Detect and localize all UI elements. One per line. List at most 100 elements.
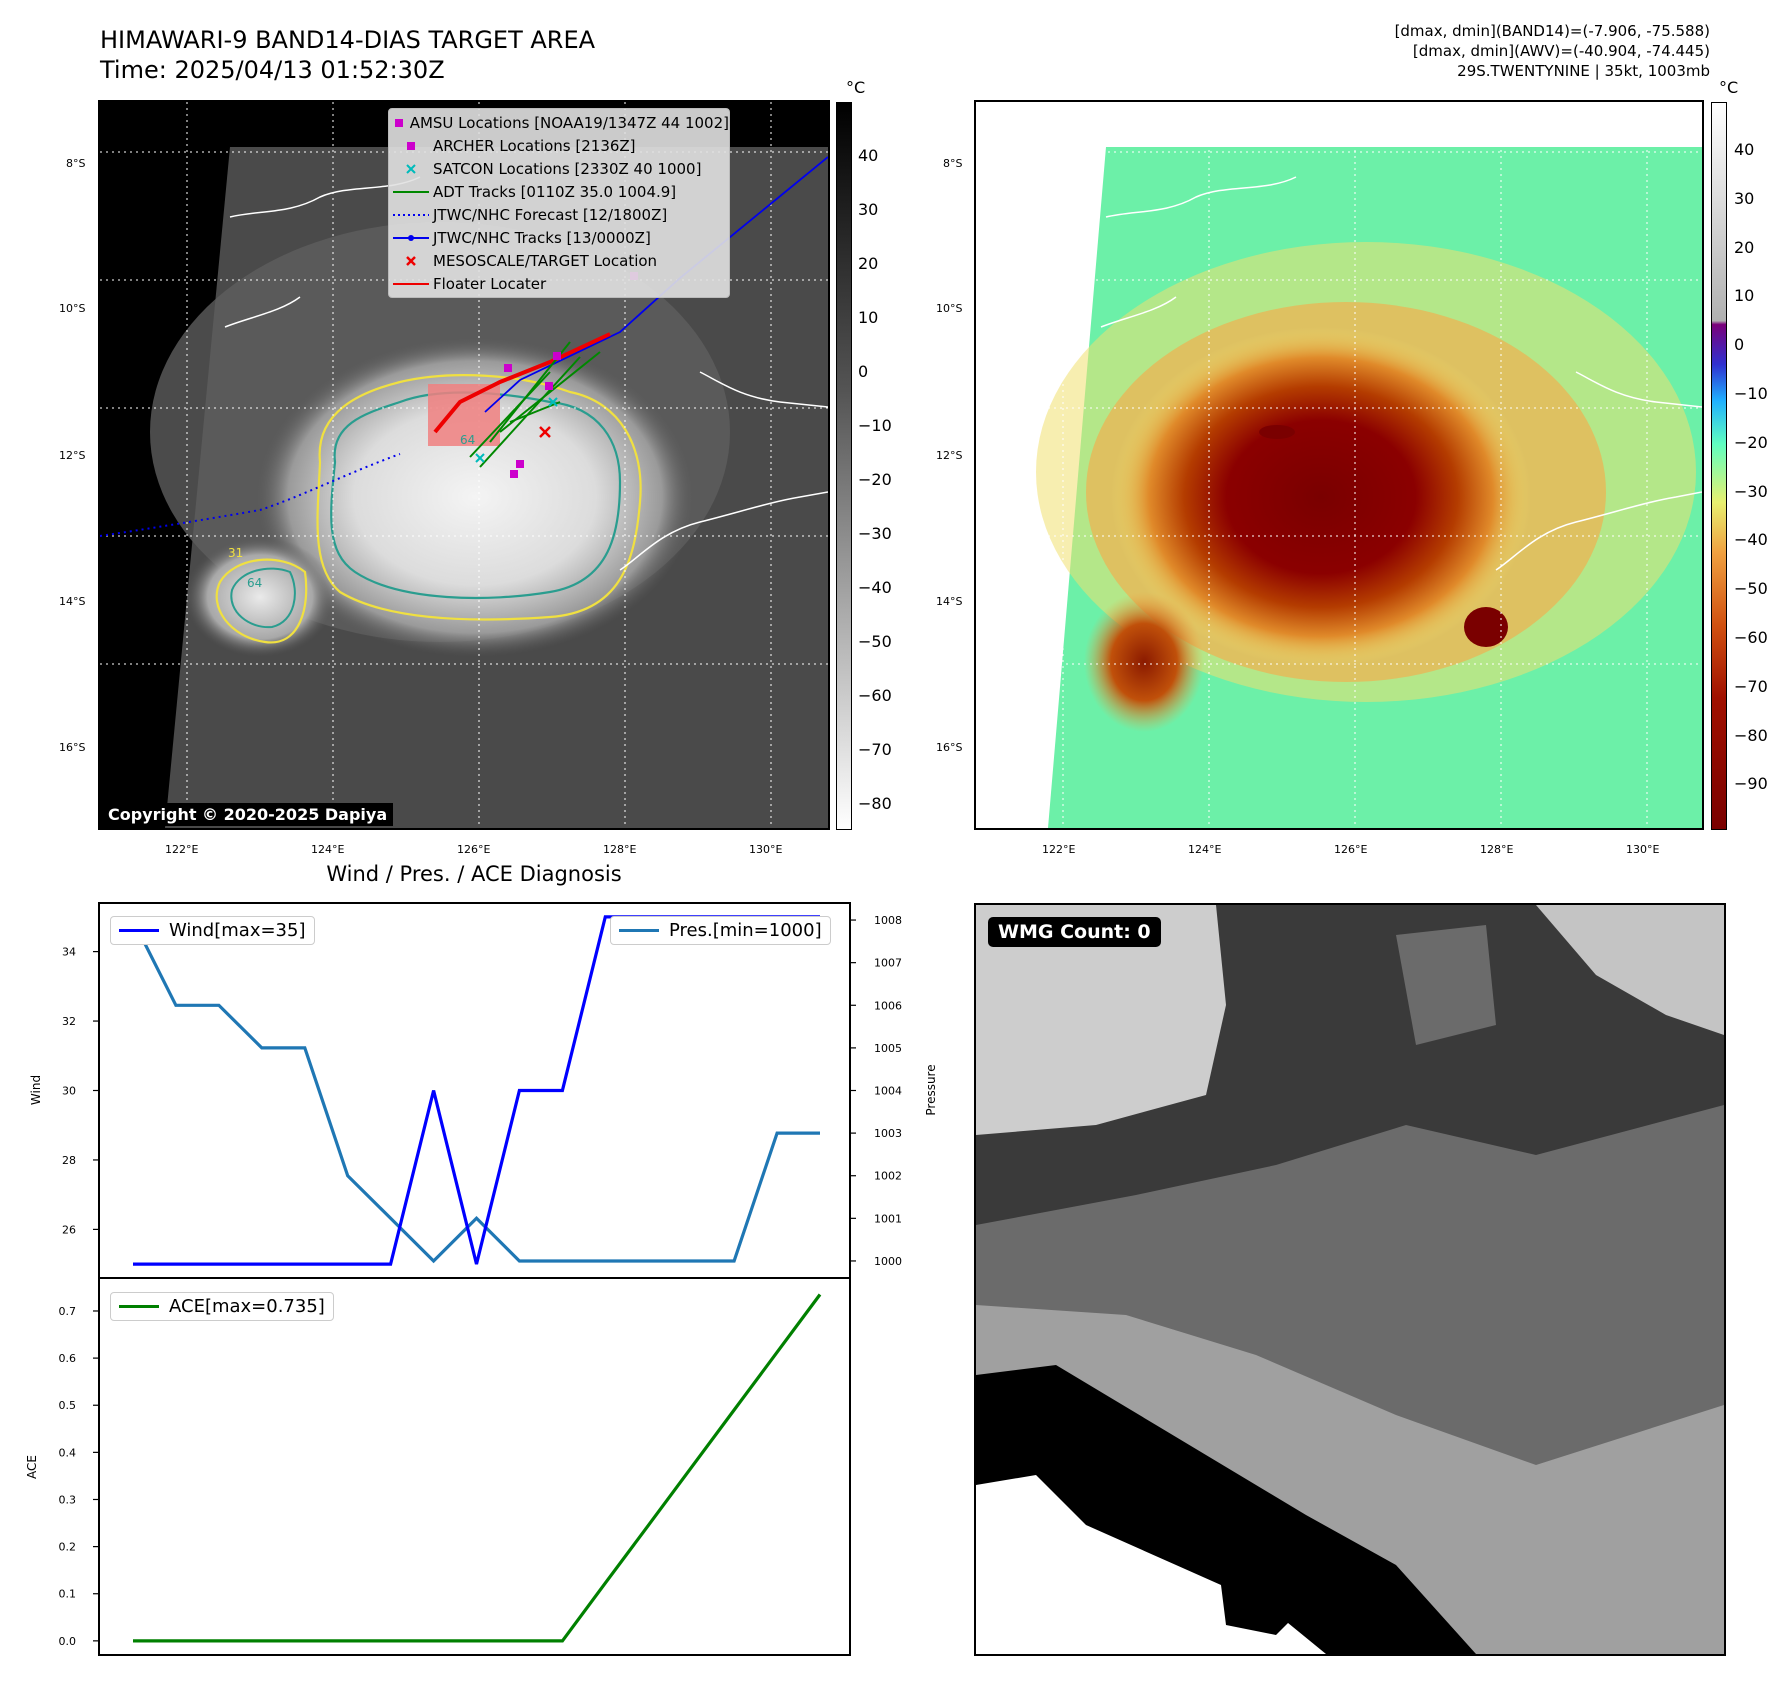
ace-panel bbox=[98, 1277, 851, 1656]
chart-title-line1: HIMAWARI-9 BAND14-DIAS TARGET AREA bbox=[100, 26, 596, 54]
lat-tick: 16°S bbox=[59, 741, 86, 754]
legend-item-target: MESOSCALE/TARGET Location bbox=[389, 249, 729, 272]
pressure-axis-tick-label: 1006 bbox=[874, 999, 902, 1012]
ace-axis-tick-label: 0.7 bbox=[59, 1305, 77, 1318]
colorbar-awv-tick: 10 bbox=[1734, 286, 1755, 306]
ace-axis-label: ACE bbox=[25, 1455, 39, 1479]
colorbar-band14-tick: −30 bbox=[858, 524, 892, 543]
ace-axis-tick-label: 0.4 bbox=[59, 1446, 77, 1459]
wind-axis-tick-label: 26 bbox=[62, 1223, 76, 1236]
band14-map-svg: 64 64 31 bbox=[100, 102, 828, 828]
wind-legend: Wind[max=35] bbox=[110, 916, 315, 945]
cold-cloud-west bbox=[1084, 592, 1204, 732]
wmg-panel: WMG Count: 0 bbox=[974, 903, 1726, 1656]
colorbar-awv-tick: 20 bbox=[1734, 237, 1755, 257]
ace-axis-tick-label: 0.1 bbox=[59, 1588, 77, 1601]
awv-map-svg bbox=[976, 102, 1702, 828]
colorbar-awv-tick: −80 bbox=[1734, 725, 1768, 745]
cold-cloud-east bbox=[1464, 607, 1508, 647]
pressure-legend-swatch bbox=[619, 929, 659, 932]
wind-legend-label: Wind[max=35] bbox=[169, 920, 306, 941]
pressure-axis-tick-label: 1000 bbox=[874, 1255, 902, 1268]
colorbar-awv-tick: −40 bbox=[1734, 530, 1768, 550]
colorbar-unit-right: °C bbox=[1719, 78, 1739, 97]
ace-legend: ACE[max=0.735] bbox=[110, 1292, 334, 1321]
lat-tick: 12°S bbox=[936, 449, 963, 462]
info-line3: 29S.TWENTYNINE | 35kt, 1003mb bbox=[1457, 62, 1710, 80]
pressure-axis-tick-label: 1001 bbox=[874, 1212, 902, 1225]
colorbar-awv-tick: −30 bbox=[1734, 481, 1768, 501]
diagnosis-chart-svg: 26 28 30 32 34 1000 1001 1002 1003 1004 1005 1006 10… bbox=[25, 902, 938, 1656]
lon-tick: 128°E bbox=[1480, 843, 1514, 856]
lat-tick: 14°S bbox=[936, 595, 963, 608]
ace-axis-tick-label: 0.5 bbox=[59, 1399, 77, 1412]
wind-legend-swatch bbox=[119, 929, 159, 932]
colorbar-band14-tick: 30 bbox=[858, 200, 879, 219]
legend-item-jtwc-tracks: JTWC/NHC Tracks [13/0000Z] bbox=[389, 226, 729, 249]
ace-legend-swatch bbox=[119, 1305, 159, 1308]
colorbar-band14-tick: −40 bbox=[858, 578, 892, 597]
pressure-axis-tick-label: 1005 bbox=[874, 1042, 902, 1055]
ace-series-line bbox=[133, 1293, 822, 1643]
band14-map-panel: 64 64 31 AMSU Locations [NOAA19/1347Z 44… bbox=[98, 100, 830, 830]
pressure-axis-tick-label: 1007 bbox=[874, 957, 902, 970]
ace-axis-tick-label: 0.2 bbox=[59, 1541, 77, 1554]
pressure-series-line bbox=[131, 919, 820, 1264]
colorbar-awv-tick: 0 bbox=[1734, 335, 1745, 355]
colorbar-band14-tick: −50 bbox=[858, 632, 892, 651]
wind-axis-tick-label: 34 bbox=[62, 946, 76, 959]
contour-label-1: 64 bbox=[460, 433, 475, 447]
satcon-markers bbox=[475, 397, 558, 463]
info-line2: [dmax, dmin](AWV)=(-40.904, -74.445) bbox=[1412, 42, 1710, 60]
colorbar-awv-tick: −50 bbox=[1734, 579, 1768, 599]
colorbar-unit-left: °C bbox=[846, 78, 866, 97]
legend-item-floater: Floater Locater bbox=[393, 274, 547, 293]
contour-label-2: 64 bbox=[247, 576, 262, 590]
diagnosis-title: Wind / Pres. / ACE Diagnosis bbox=[326, 862, 622, 886]
legend-item-adt: ADT Tracks [0110Z 35.0 1004.9] bbox=[393, 182, 677, 201]
pressure-axis-tick-label: 1008 bbox=[874, 914, 902, 927]
lon-tick: 126°E bbox=[1334, 843, 1368, 856]
colorbar-awv-tick: −70 bbox=[1734, 676, 1768, 696]
ace-legend-label: ACE[max=0.735] bbox=[169, 1296, 325, 1317]
lon-tick: 124°E bbox=[311, 843, 345, 856]
colorbar-band14-tick: 0 bbox=[858, 362, 869, 381]
lat-tick: 12°S bbox=[59, 449, 86, 462]
info-line1: [dmax, dmin](BAND14)=(-7.906, -75.588) bbox=[1394, 22, 1710, 40]
legend-item-amsu: AMSU Locations [NOAA19/1347Z 44 1002] bbox=[389, 111, 729, 134]
colorbar-band14-tick: −20 bbox=[858, 470, 892, 489]
pressure-legend: Pres.[min=1000] bbox=[610, 916, 831, 945]
lon-tick: 126°E bbox=[457, 843, 491, 856]
colorbar-band14-tick: −60 bbox=[858, 686, 892, 705]
colorbar-awv-tick: −10 bbox=[1734, 384, 1768, 403]
target-area-box bbox=[428, 384, 500, 446]
coastline-australia bbox=[619, 491, 828, 571]
wmg-image-svg bbox=[976, 905, 1724, 1654]
contour-label-3: 31 bbox=[228, 546, 243, 560]
floater-track-line bbox=[433, 332, 611, 434]
pressure-axis-tick-label: 1003 bbox=[874, 1127, 902, 1140]
colorbar-awv bbox=[1711, 102, 1727, 830]
colorbar-awv-tick: −90 bbox=[1734, 774, 1768, 794]
wmg-cold-top-left bbox=[976, 905, 1226, 1135]
wmg-cold-top-right bbox=[1536, 905, 1724, 1035]
ace-axis-tick-label: 0.6 bbox=[59, 1352, 77, 1365]
wind-axis-label: Wind bbox=[29, 1075, 43, 1105]
lat-tick: 16°S bbox=[936, 741, 963, 754]
lat-tick: 8°S bbox=[66, 157, 86, 170]
lon-tick: 128°E bbox=[603, 843, 637, 856]
lon-tick: 122°E bbox=[165, 843, 199, 856]
colorbar-band14-tick: −80 bbox=[858, 794, 892, 813]
contour-cyan bbox=[330, 391, 622, 600]
pressure-axis-tick-label: 1002 bbox=[874, 1170, 902, 1183]
colorbar-band14-tick: 40 bbox=[858, 146, 879, 165]
wind-axis-tick-label: 32 bbox=[62, 1015, 76, 1028]
colorbar-band14-tick: −10 bbox=[858, 416, 892, 435]
lat-tick: 10°S bbox=[59, 302, 86, 315]
ace-axis-tick-label: 0.3 bbox=[59, 1493, 77, 1506]
colorbar-band14 bbox=[836, 102, 852, 830]
ace-axis-tick-label: 0.0 bbox=[59, 1635, 77, 1648]
wmg-count-badge: WMG Count: 0 bbox=[988, 917, 1161, 947]
target-location-marker bbox=[539, 426, 551, 438]
colorbar-awv-tick: 30 bbox=[1734, 188, 1755, 208]
